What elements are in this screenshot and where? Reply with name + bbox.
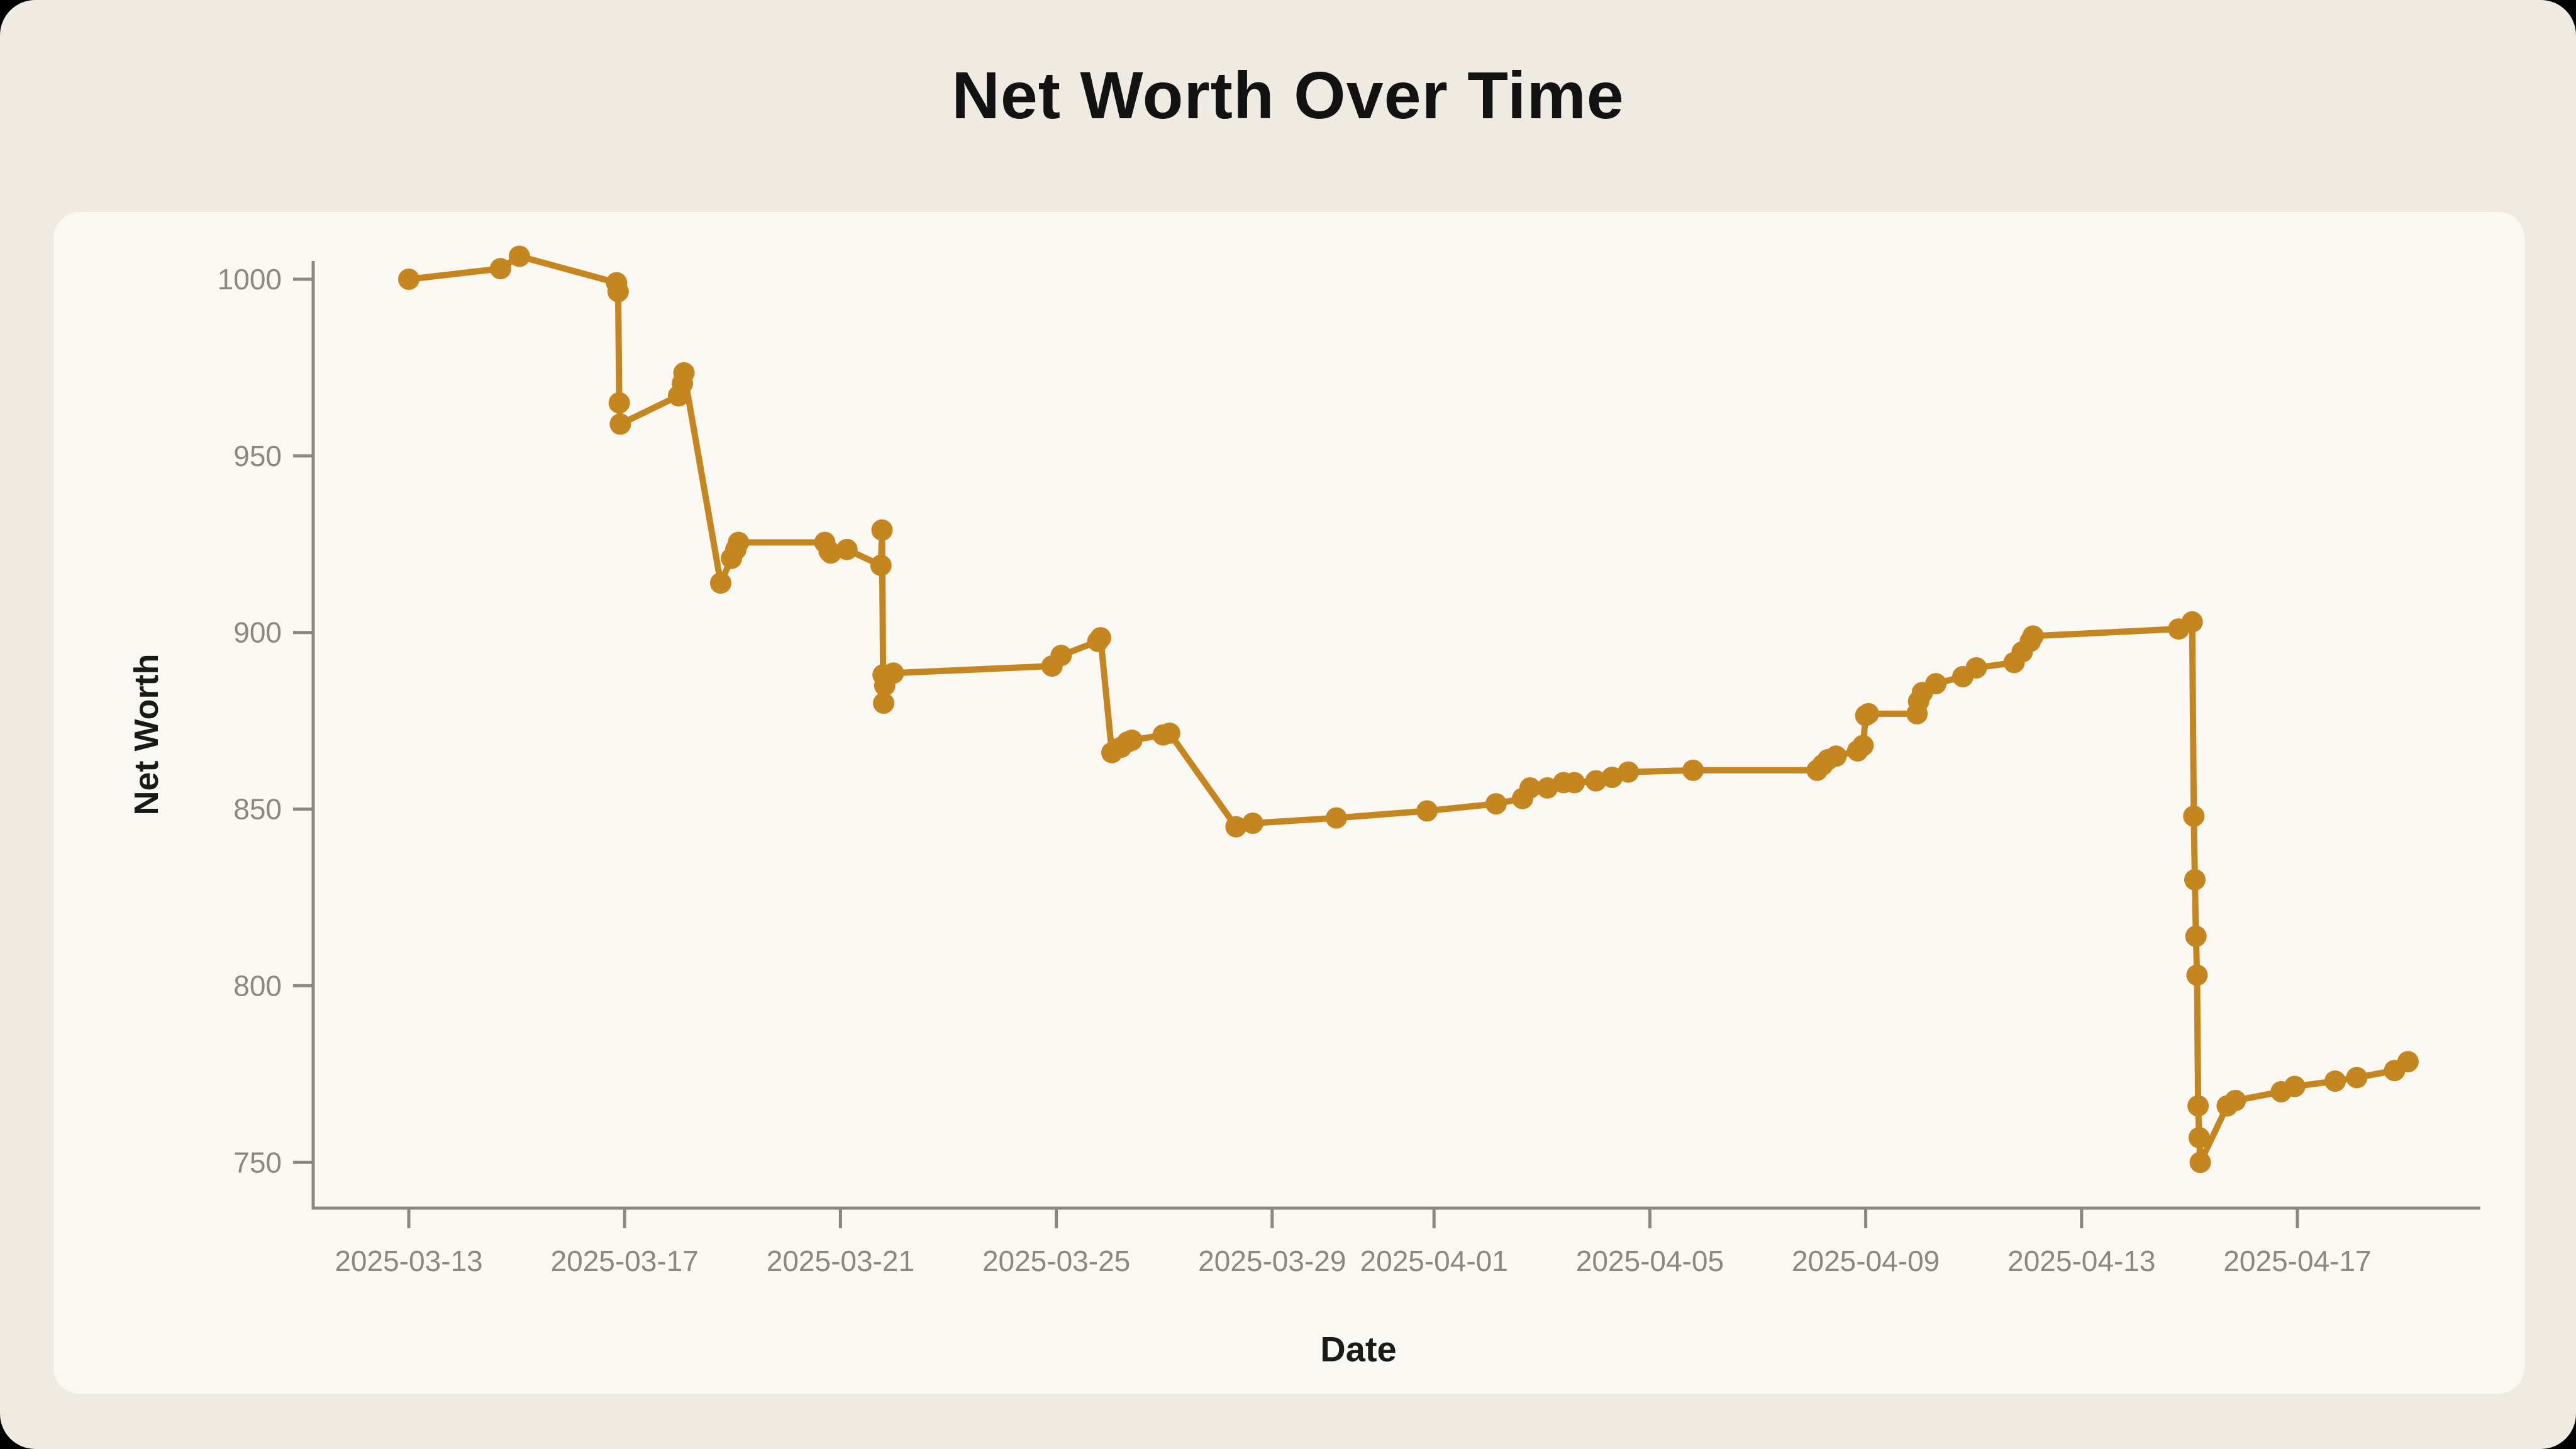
y-axis-title: Net Worth bbox=[128, 653, 165, 816]
data-point bbox=[609, 413, 631, 435]
data-point bbox=[728, 531, 750, 553]
data-point bbox=[2022, 625, 2044, 647]
data-point bbox=[1825, 745, 1847, 767]
data-point bbox=[1618, 761, 1640, 783]
data-point bbox=[1325, 807, 1347, 829]
data-point bbox=[2188, 1126, 2210, 1148]
data-point bbox=[1416, 800, 1438, 822]
x-tick-label: 2025-03-13 bbox=[335, 1245, 482, 1277]
data-point bbox=[1485, 793, 1507, 815]
data-point bbox=[2187, 1095, 2209, 1117]
axis-spines bbox=[311, 261, 2480, 1210]
data-point bbox=[607, 280, 629, 303]
data-point bbox=[2185, 925, 2207, 947]
data-point bbox=[673, 362, 695, 384]
data-point bbox=[1857, 702, 1879, 724]
x-tick-label: 2025-03-29 bbox=[1198, 1245, 1346, 1277]
data-point bbox=[1241, 813, 1263, 835]
data-point bbox=[836, 538, 858, 560]
data-point bbox=[819, 542, 841, 564]
y-tick-label: 850 bbox=[233, 793, 282, 826]
y-tick-label: 750 bbox=[233, 1146, 282, 1179]
x-tick-label: 2025-04-17 bbox=[2223, 1245, 2371, 1277]
data-point bbox=[398, 269, 419, 290]
series-line bbox=[406, 253, 2411, 1166]
x-tick-label: 2025-04-01 bbox=[1360, 1245, 1508, 1277]
data-point bbox=[1158, 722, 1180, 744]
data-point bbox=[2397, 1051, 2419, 1073]
data-point bbox=[871, 519, 893, 541]
y-tick-label: 950 bbox=[233, 440, 282, 472]
data-point bbox=[1852, 735, 1874, 757]
data-point bbox=[1089, 627, 1111, 649]
chart-card bbox=[53, 212, 2524, 1394]
data-point bbox=[2224, 1089, 2246, 1111]
data-point bbox=[1536, 777, 1558, 799]
x-tick-label: 2025-04-05 bbox=[1576, 1245, 1724, 1277]
data-point bbox=[882, 662, 904, 684]
data-point bbox=[1925, 673, 1947, 695]
x-axis-title: Date bbox=[1320, 1329, 1397, 1369]
data-point bbox=[2284, 1075, 2306, 1097]
data-point bbox=[1563, 772, 1585, 794]
data-point bbox=[1965, 657, 1987, 679]
data-point bbox=[1585, 770, 1607, 792]
data-point bbox=[709, 572, 731, 594]
data-point bbox=[1121, 730, 1143, 752]
x-tick-label: 2025-04-13 bbox=[2007, 1245, 2155, 1277]
data-point bbox=[2181, 611, 2203, 633]
data-point bbox=[2346, 1067, 2368, 1089]
data-point bbox=[1601, 766, 1623, 788]
data-point bbox=[489, 258, 511, 280]
data-point bbox=[2183, 805, 2205, 827]
data-point bbox=[1050, 645, 1072, 667]
chart-title: Net Worth Over Time bbox=[952, 58, 1624, 133]
data-point bbox=[608, 392, 630, 414]
data-point bbox=[1682, 759, 1704, 781]
data-point bbox=[873, 692, 895, 714]
data-point bbox=[1519, 777, 1541, 799]
x-tick-label: 2025-03-21 bbox=[767, 1245, 914, 1277]
y-tick-label: 900 bbox=[233, 616, 282, 649]
data-point bbox=[2186, 964, 2208, 986]
data-point bbox=[1225, 816, 1247, 838]
y-tick-label: 1000 bbox=[218, 263, 282, 296]
data-point bbox=[2184, 869, 2206, 891]
x-tick-label: 2025-03-25 bbox=[982, 1245, 1130, 1277]
x-tick-label: 2025-03-17 bbox=[551, 1245, 699, 1277]
data-point bbox=[870, 554, 892, 576]
y-tick-label: 800 bbox=[233, 969, 282, 1002]
data-point bbox=[508, 245, 530, 267]
x-tick-label: 2025-04-09 bbox=[1792, 1245, 1940, 1277]
data-point bbox=[2324, 1070, 2346, 1092]
data-point bbox=[2189, 1152, 2211, 1174]
